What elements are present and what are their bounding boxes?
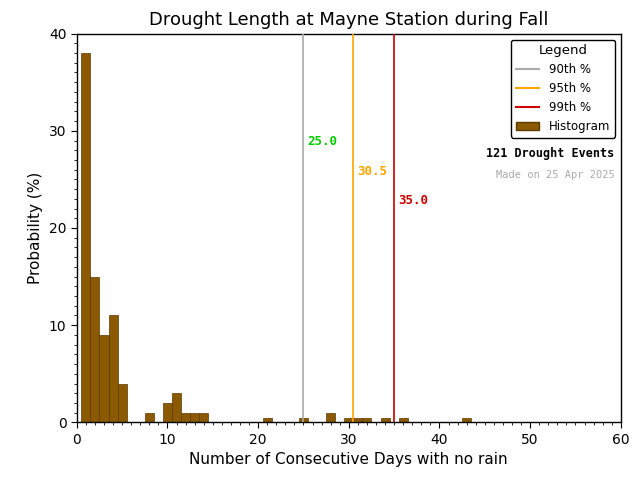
- Text: 35.0: 35.0: [398, 194, 428, 207]
- Bar: [163, 403, 172, 422]
- Bar: [90, 276, 99, 422]
- Bar: [462, 418, 471, 422]
- Bar: [190, 413, 199, 422]
- Bar: [399, 418, 408, 422]
- Bar: [353, 418, 362, 422]
- Bar: [326, 413, 335, 422]
- Legend: 90th %, 95th %, 99th %, Histogram: 90th %, 95th %, 99th %, Histogram: [511, 39, 615, 138]
- Text: 25.0: 25.0: [307, 135, 337, 148]
- Bar: [262, 418, 272, 422]
- Text: 121 Drought Events: 121 Drought Events: [486, 147, 614, 160]
- Bar: [344, 418, 353, 422]
- X-axis label: Number of Consecutive Days with no rain: Number of Consecutive Days with no rain: [189, 452, 508, 468]
- Bar: [199, 413, 208, 422]
- Bar: [362, 418, 371, 422]
- Bar: [181, 413, 190, 422]
- Bar: [172, 393, 181, 422]
- Text: 30.5: 30.5: [357, 165, 387, 178]
- Bar: [381, 418, 390, 422]
- Bar: [99, 335, 109, 422]
- Y-axis label: Probability (%): Probability (%): [28, 172, 44, 284]
- Bar: [145, 413, 154, 422]
- Bar: [109, 315, 118, 422]
- Bar: [118, 384, 127, 422]
- Bar: [299, 418, 308, 422]
- Title: Drought Length at Mayne Station during Fall: Drought Length at Mayne Station during F…: [149, 11, 548, 29]
- Text: Made on 25 Apr 2025: Made on 25 Apr 2025: [495, 170, 614, 180]
- Bar: [81, 53, 90, 422]
